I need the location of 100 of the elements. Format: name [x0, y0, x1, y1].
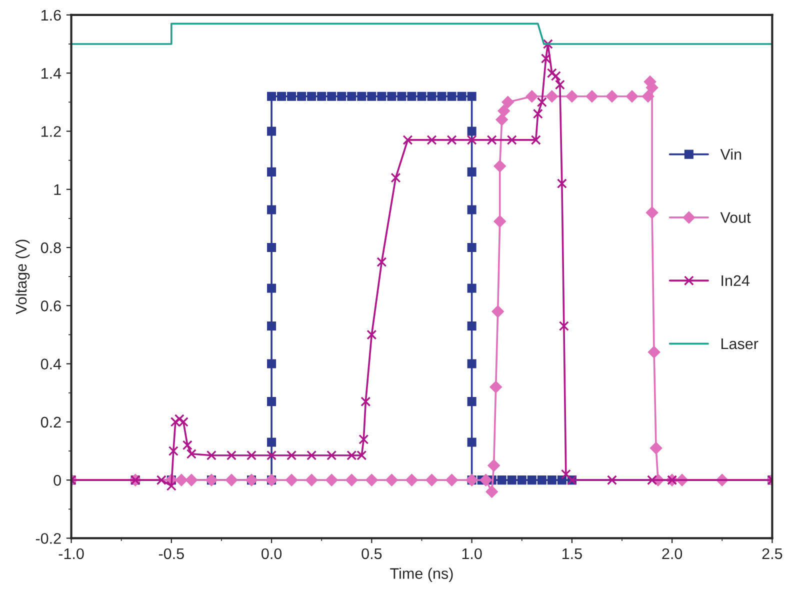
- point: [267, 242, 276, 252]
- point: [345, 474, 358, 486]
- point: [550, 70, 561, 81]
- point: [467, 438, 476, 447]
- point: [642, 90, 654, 103]
- point: [467, 205, 476, 214]
- point: [506, 134, 517, 145]
- y-tick-label: 0.6: [40, 300, 61, 312]
- point: [546, 68, 557, 78]
- point: [467, 321, 476, 331]
- legend-label: Vout: [720, 212, 751, 223]
- point: [156, 475, 166, 486]
- x-tick-label: 2.5: [762, 548, 782, 560]
- point: [467, 167, 476, 176]
- point: [277, 92, 286, 101]
- point: [306, 450, 317, 460]
- point: [407, 92, 416, 101]
- x-tick-label: 1.5: [562, 548, 582, 560]
- point: [267, 126, 276, 136]
- point: [266, 450, 277, 460]
- point: [246, 450, 257, 460]
- point: [365, 474, 378, 486]
- point: [560, 469, 571, 480]
- point: [357, 92, 366, 101]
- point: [540, 54, 551, 64]
- point: [447, 92, 456, 101]
- legend-label: Laser: [721, 338, 758, 350]
- point: [646, 206, 658, 219]
- point: [267, 167, 276, 176]
- point: [206, 450, 216, 460]
- x-tick-label: -1.0: [58, 548, 84, 560]
- point: [385, 474, 398, 486]
- point: [186, 448, 196, 459]
- point: [542, 39, 553, 50]
- point: [267, 397, 276, 406]
- point: [426, 134, 437, 145]
- x-tick-label: 0.5: [362, 548, 382, 560]
- point: [494, 215, 506, 228]
- point: [557, 476, 566, 485]
- point: [532, 108, 543, 119]
- point: [536, 97, 547, 108]
- point: [267, 438, 276, 447]
- point: [530, 134, 541, 145]
- point: [486, 134, 497, 145]
- legend-label: In24: [722, 275, 750, 286]
- x-tick-label: 1.0: [462, 548, 482, 560]
- point: [267, 92, 276, 101]
- point: [446, 134, 457, 145]
- point: [467, 359, 476, 368]
- point: [225, 474, 238, 486]
- point: [497, 476, 506, 485]
- point: [467, 242, 476, 252]
- point: [502, 96, 514, 108]
- y-tick-label: 1.2: [41, 126, 61, 137]
- point: [492, 305, 504, 318]
- point: [226, 450, 236, 460]
- x-tick-label: 2.0: [662, 548, 682, 560]
- point: [466, 134, 477, 145]
- point: [437, 92, 446, 101]
- point: [405, 474, 418, 486]
- y-axis-title: Voltage (V): [15, 240, 30, 314]
- point: [267, 284, 276, 293]
- legend-label: Vin: [720, 148, 742, 160]
- point: [488, 459, 500, 472]
- point: [427, 92, 436, 101]
- point: [586, 90, 598, 103]
- point: [390, 172, 401, 183]
- point: [467, 284, 476, 293]
- y-tick-label: -0.2: [36, 533, 61, 544]
- point: [426, 474, 438, 486]
- point: [446, 474, 458, 486]
- point: [494, 160, 506, 172]
- point: [566, 90, 578, 103]
- point: [556, 178, 567, 189]
- point: [507, 476, 516, 485]
- point: [496, 113, 508, 126]
- point: [174, 414, 184, 424]
- point: [347, 92, 356, 101]
- point: [360, 396, 371, 407]
- point: [486, 485, 498, 498]
- y-tick-label: 0.4: [40, 358, 62, 370]
- y-tick-label: 0: [54, 474, 61, 486]
- point: [490, 380, 502, 394]
- point: [285, 474, 298, 486]
- point: [626, 90, 638, 103]
- point: [168, 446, 178, 456]
- point: [517, 476, 526, 485]
- point: [305, 474, 318, 486]
- x-tick-label: -0.5: [158, 548, 184, 560]
- point: [558, 320, 569, 331]
- point: [307, 92, 316, 101]
- point: [326, 450, 337, 460]
- y-tick-label: 0.2: [40, 416, 61, 428]
- point: [387, 92, 396, 101]
- point: [554, 80, 565, 90]
- point: [397, 92, 406, 101]
- point: [606, 90, 618, 103]
- point: [546, 90, 558, 103]
- point: [366, 330, 377, 340]
- point: [526, 90, 538, 103]
